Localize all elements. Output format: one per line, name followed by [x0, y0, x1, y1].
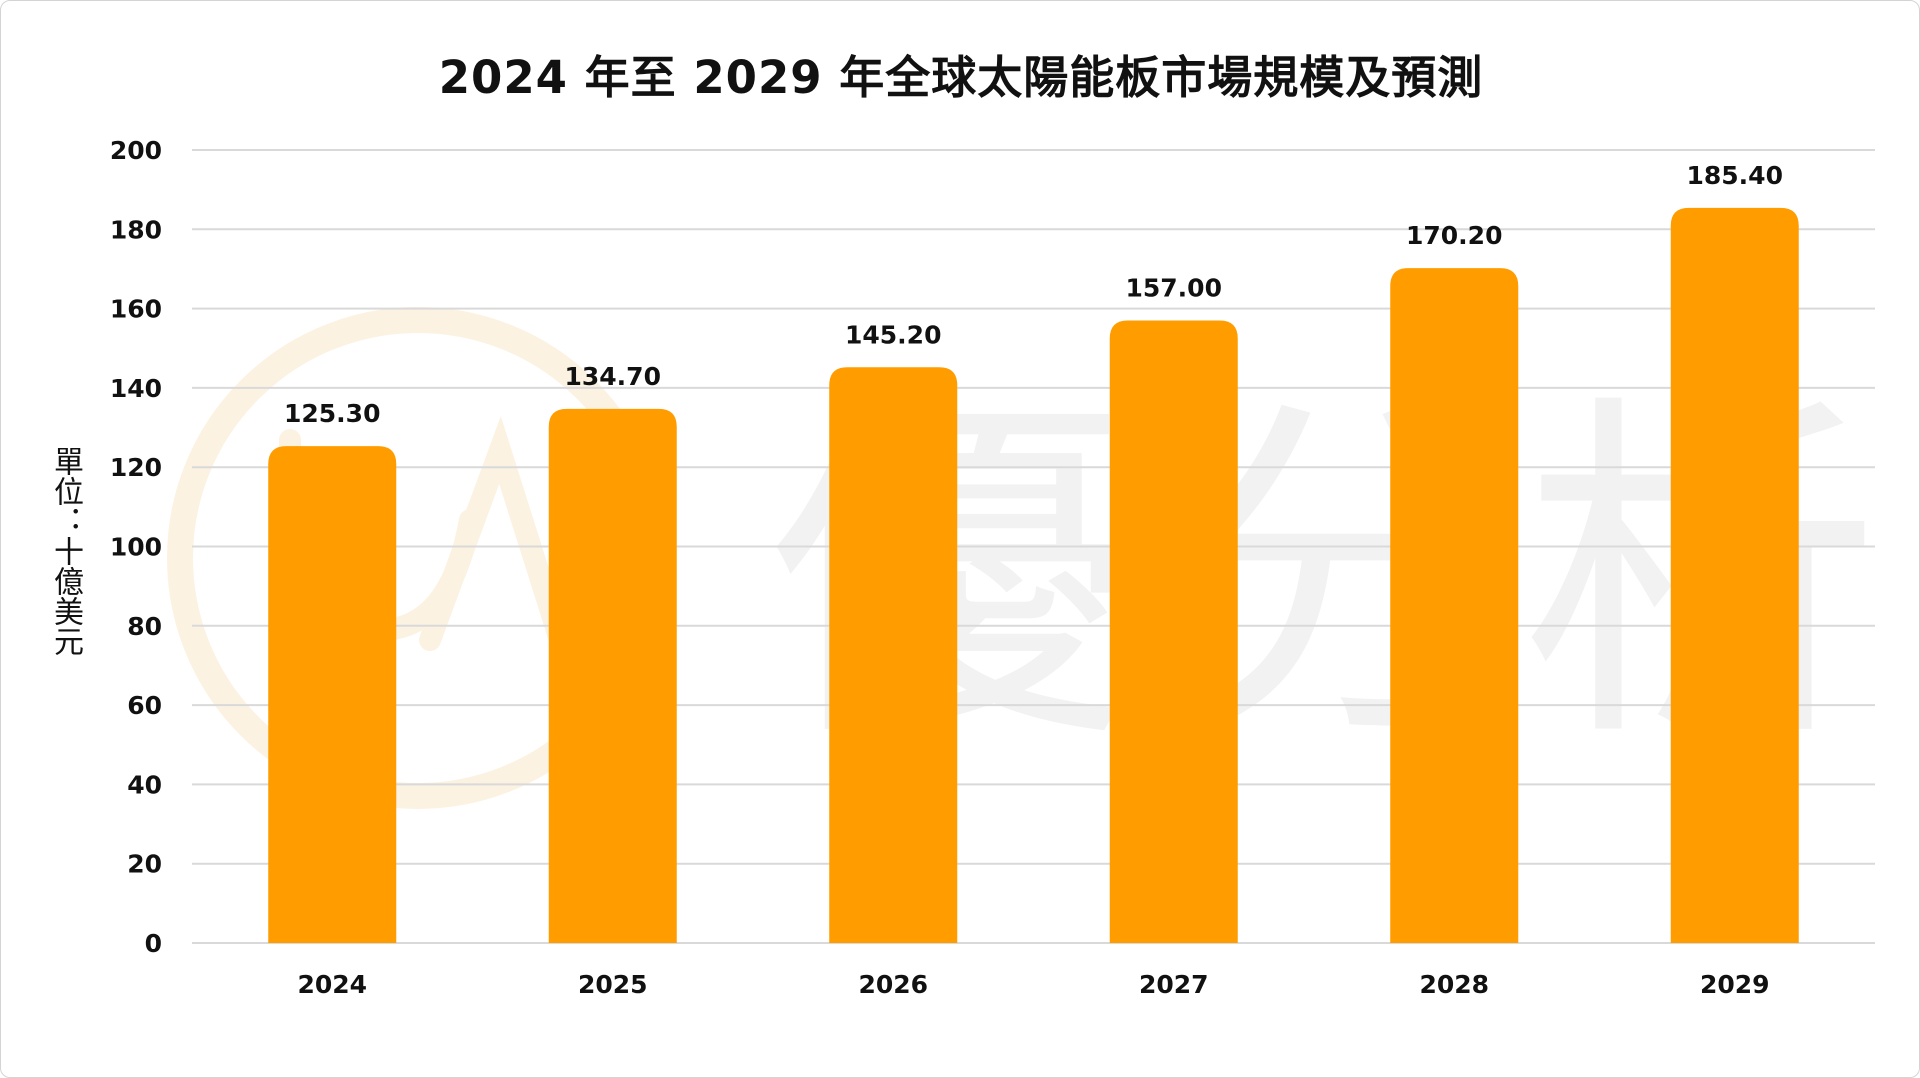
y-axis-ticks: 0 20 40 60 80 100 120 140 160 180 200 [110, 136, 162, 958]
bar [1670, 207, 1799, 943]
watermark-logo-a [419, 416, 571, 651]
data-label: 145.20 [845, 320, 941, 349]
y-tick-label: 80 [127, 612, 162, 641]
x-tick-label: 2028 [1419, 970, 1489, 999]
y-tick-label: 20 [127, 850, 162, 879]
data-label: 170.20 [1406, 221, 1502, 250]
x-tick-label: 2027 [1139, 970, 1209, 999]
x-tick-label: 2024 [297, 970, 367, 999]
y-tick-label: 160 [110, 295, 162, 324]
y-tick-label: 60 [127, 691, 162, 720]
watermark: 優分析 [167, 307, 1880, 809]
x-tick-label: 2026 [858, 970, 928, 999]
x-tick-label: 2025 [578, 970, 648, 999]
bar [268, 446, 397, 943]
y-tick-label: 40 [127, 770, 162, 799]
y-tick-label: 100 [110, 533, 162, 562]
chart-title: 2024 年至 2029 年全球太陽能板市場規模及預測 [438, 51, 1484, 104]
y-tick-label: 200 [110, 136, 162, 165]
y-tick-label: 180 [110, 215, 162, 244]
bar [1109, 320, 1238, 943]
y-axis-label: 單位：十億美元 [48, 446, 83, 656]
bar [1390, 268, 1519, 944]
y-tick-label: 120 [110, 453, 162, 482]
data-label: 185.40 [1687, 161, 1783, 190]
data-label: 134.70 [565, 362, 661, 391]
bar [548, 408, 677, 943]
y-tick-label: 140 [110, 374, 162, 403]
x-axis-ticks: 2024 2025 2026 2027 2028 2029 [297, 970, 1769, 999]
y-tick-label: 0 [145, 929, 162, 958]
data-labels: 125.30 134.70 145.20 157.00 170.20 185.40 [284, 161, 1783, 428]
data-label: 157.00 [1126, 273, 1222, 302]
bars [268, 207, 1799, 944]
bar [829, 367, 958, 944]
data-label: 125.30 [284, 399, 380, 428]
gridlines [192, 149, 1875, 944]
x-tick-label: 2029 [1700, 970, 1770, 999]
